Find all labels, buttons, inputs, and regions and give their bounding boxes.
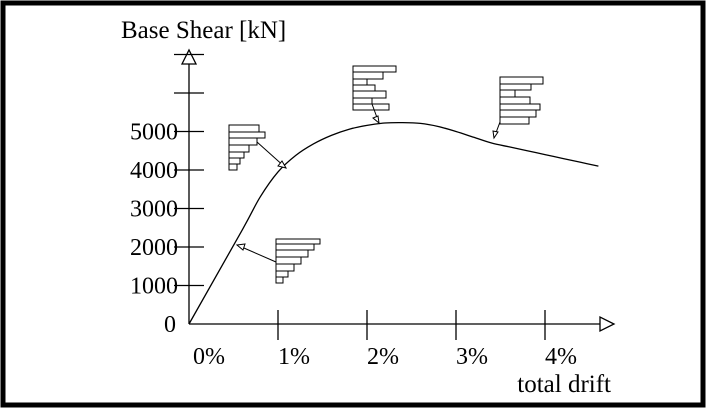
x-tick-label: 0% <box>193 344 225 370</box>
x-ticks: 0% 1% 2% 3% 4% <box>193 310 577 370</box>
y-axis-label: Base Shear [kN] <box>121 17 286 44</box>
axes <box>180 48 616 333</box>
y-tick-label: 3000 <box>130 197 178 223</box>
y-tick-label: 2000 <box>130 235 178 261</box>
force-distribution-icon <box>492 76 544 140</box>
x-tick-label: 2% <box>367 344 399 370</box>
x-tick-label: 3% <box>456 344 488 370</box>
x-tick-label: 4% <box>545 344 577 370</box>
y-ticks: 0 1000 2000 3000 4000 5000 <box>130 53 204 338</box>
pushover-curve <box>188 121 599 325</box>
x-tick-label: 1% <box>278 344 310 370</box>
x-axis-label: total drift <box>517 371 611 398</box>
force-distribution-icon <box>352 65 397 125</box>
force-distribution-insets <box>228 65 544 284</box>
force-distribution-icon <box>235 238 321 284</box>
y-tick-label: 1000 <box>130 274 178 300</box>
y-axis-arrow <box>180 48 198 65</box>
y-tick-label: 4000 <box>130 158 178 184</box>
y-tick-label: 5000 <box>130 120 178 146</box>
y-tick-label: 0 <box>164 312 176 338</box>
force-distribution-icon <box>228 124 288 171</box>
x-axis-arrow <box>599 315 616 333</box>
